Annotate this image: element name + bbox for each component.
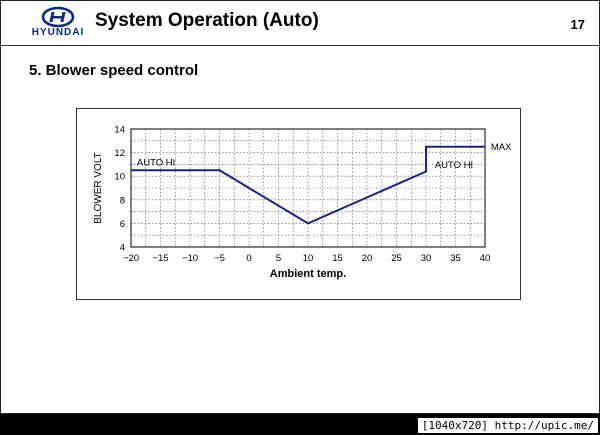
x-tick-label: −15: [152, 253, 168, 264]
slide-title: System Operation (Auto): [95, 10, 319, 31]
chart-annotation: AUTO HI: [137, 158, 175, 169]
x-tick-label: 25: [391, 253, 402, 264]
chart-frame: −20 −15 −10 −5 0 5 10 15 20 25 30 35 40 4 6 8 10 12 14 AUT…: [76, 108, 521, 300]
y-tick-label: 12: [114, 148, 125, 159]
slide-header: HYUNDAI System Operation (Auto) 17: [1, 1, 599, 45]
x-axis-label: Ambient temp.: [270, 268, 346, 280]
blower-chart: −20 −15 −10 −5 0 5 10 15 20 25 30 35 40 4 6 8 10 12 14 AUT…: [93, 125, 512, 281]
plot-area: [130, 128, 486, 248]
x-tick-label: −5: [214, 253, 225, 264]
x-tick-label: 0: [246, 253, 251, 264]
header-divider: [1, 45, 599, 46]
chart-annotation: AUTO HI: [435, 160, 473, 171]
x-tick-label: 15: [332, 253, 343, 264]
brand-name: HYUNDAI: [31, 27, 85, 38]
section-heading: 5. Blower speed control: [29, 62, 199, 79]
series-group: [131, 145, 485, 225]
watermark: [1040x720] http://upic.me/: [417, 418, 598, 433]
x-tick-label: 35: [450, 253, 461, 264]
series-line: [131, 145, 485, 225]
x-tick-label: 20: [362, 253, 373, 264]
x-tick-label: 30: [421, 253, 432, 264]
annotations: AUTO HI AUTO HI MAX: [137, 142, 512, 171]
y-axis-label: BLOWER VOLT: [93, 152, 104, 224]
y-tick-label: 8: [120, 195, 125, 206]
x-tick-label: 5: [276, 253, 281, 264]
slide: HYUNDAI System Operation (Auto) 17 5. Bl…: [0, 0, 600, 414]
x-tick-label: −20: [123, 253, 139, 264]
y-tick-label: 10: [114, 172, 125, 183]
x-tick-label: −10: [182, 253, 198, 264]
tick-labels: −20 −15 −10 −5 0 5 10 15 20 25 30 35 40 4 6 8 10 12 14: [114, 125, 490, 265]
y-tick-label: 14: [114, 125, 125, 136]
y-tick-label: 6: [120, 219, 125, 230]
x-tick-label: 40: [480, 253, 491, 264]
chart-annotation: MAX: [491, 142, 512, 153]
y-tick-label: 4: [120, 243, 125, 254]
x-tick-label: 10: [303, 253, 314, 264]
page-number: 17: [570, 17, 585, 32]
hyundai-logo-icon: [41, 6, 75, 28]
